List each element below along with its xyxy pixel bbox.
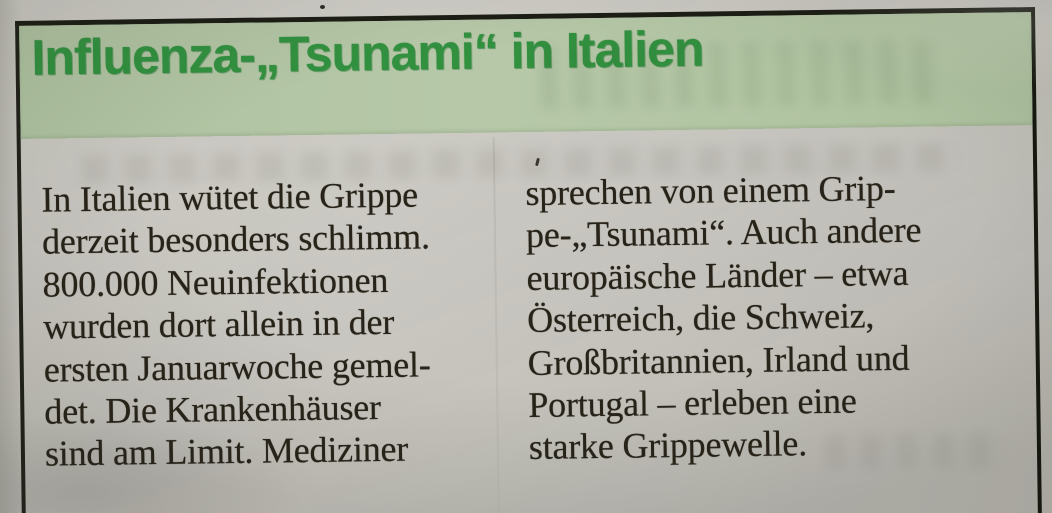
text-line: Portugal – erleben eine — [528, 380, 857, 426]
text-line: sprechen von einem Grip- — [525, 167, 896, 214]
article-body: In Italien wütet die Grippe derzeit beso… — [21, 125, 1037, 476]
newspaper-clipping: Influenza-„Tsunami“ in Italien In Italie… — [15, 7, 1044, 513]
text-line: In Italien wütet die Grippe — [41, 174, 419, 220]
headline-text: Influenza-„Tsunami“ in Italien — [31, 20, 704, 86]
text-line: Österreich, die Schweiz, — [526, 295, 875, 341]
text-line: Großbritannien, Irland und — [527, 337, 910, 383]
text-line: ersten Januarwoche gemel- — [43, 343, 431, 390]
text-line: pe-„Tsunami“. Auch andere — [525, 210, 922, 256]
text-line: starke Grippewelle. — [528, 423, 808, 468]
text-line: 800.000 Neuinfektionen — [42, 259, 389, 305]
article-column-right: sprechen von einem Grip- pe-„Tsunami“. A… — [525, 165, 1017, 468]
text-line: europäische Länder – etwa — [526, 252, 909, 298]
text-line: sind am Limit. Mediziner — [44, 429, 409, 475]
text-line: wurden dort allein in der — [42, 302, 395, 347]
headline-band: Influenza-„Tsunami“ in Italien — [19, 12, 1033, 139]
article-column-left: In Italien wütet die Grippe derzeit beso… — [41, 172, 513, 475]
text-line: derzeit besonders schlimm. — [41, 216, 430, 262]
paper-speck — [320, 5, 325, 9]
text-line: det. Die Krankenhäuser — [44, 387, 382, 432]
